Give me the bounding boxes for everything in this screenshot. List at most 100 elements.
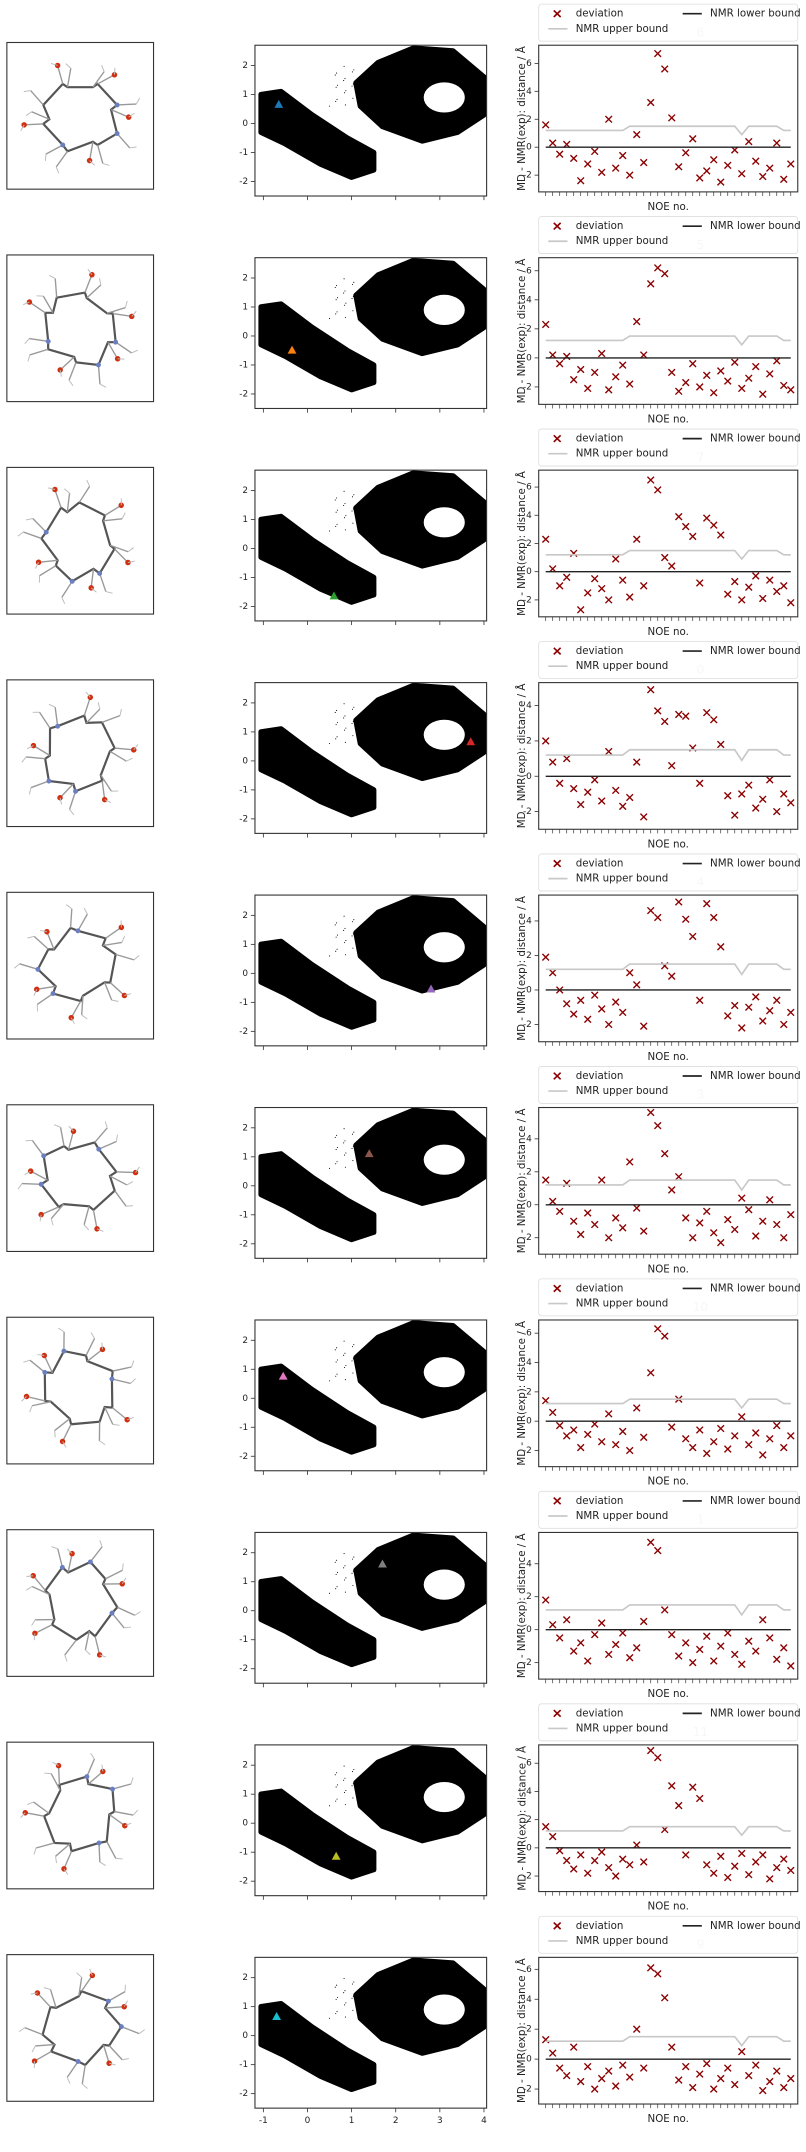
deviation-marker [688, 532, 697, 541]
hydrogen-bond [81, 2083, 88, 2089]
molecule-bond [115, 341, 132, 354]
deviation-marker [667, 368, 676, 377]
deviation-marker [555, 359, 564, 368]
sparse-point [336, 736, 338, 738]
density-cloud [258, 1576, 377, 1668]
density-cloud [353, 1320, 487, 1419]
molecule-frame [6, 1954, 155, 2102]
sparse-point [334, 499, 336, 501]
x-axis-label: NOE no. [648, 1263, 689, 1275]
sparse-point [343, 1765, 345, 1767]
hydrogen-bond [99, 1654, 107, 1658]
hydrogen-bond [104, 799, 112, 803]
deviation-marker [632, 2025, 641, 2033]
molecule-bond [31, 1585, 50, 1596]
y-axis-label: MD - NMR(exp): distance / Å [515, 1958, 528, 2103]
sparse-point [367, 282, 369, 284]
sparse-point [385, 704, 387, 706]
deviation-marker [548, 1197, 557, 1206]
molecule-backbone [40, 501, 116, 583]
legend-box [538, 1490, 799, 1529]
deviation-marker [548, 351, 557, 359]
sparse-point [360, 1351, 362, 1353]
molecule-bond [24, 2026, 43, 2036]
sparse-point [377, 1773, 379, 1775]
sparse-point [360, 926, 362, 928]
molecule-bond [63, 1331, 65, 1352]
sparse-point [344, 1352, 346, 1354]
deviation-marker [723, 161, 732, 170]
axes-frame [254, 1106, 488, 1259]
deviation-marker [562, 573, 571, 582]
sparse-point [343, 278, 345, 280]
molecule-bond [34, 2050, 52, 2062]
density-cloud [258, 301, 377, 393]
bound-line [545, 125, 791, 136]
sparse-point [359, 303, 361, 305]
sparse-point [385, 291, 388, 293]
sparse-point [336, 98, 338, 101]
axes-frame [538, 1744, 799, 1893]
molecule-bond [68, 791, 77, 810]
deviation-marker [772, 996, 781, 1005]
sparse-point [359, 940, 361, 943]
sparse-point [345, 1577, 347, 1579]
sparse-point [375, 939, 377, 941]
deviation-marker [702, 514, 711, 522]
y-tick-label: 1 [242, 1365, 248, 1375]
molecule-bond [85, 708, 101, 724]
deviation-marker [744, 1205, 753, 1214]
bound-line [545, 1179, 791, 1192]
deviation-marker [786, 2074, 795, 2083]
sparse-point [343, 717, 345, 719]
hydrogen-bond [133, 744, 139, 751]
molecule-bond [111, 1612, 125, 1629]
deviation-marker [758, 1851, 767, 1859]
sparse-point [353, 494, 355, 496]
legend-marker [553, 434, 562, 443]
deviation-marker [555, 2064, 564, 2072]
sparse-point [377, 725, 379, 727]
deviation-marker [541, 1176, 550, 1184]
y-tick-label: 4 [526, 295, 532, 305]
x-axis-label: NOE no. [648, 1051, 689, 1063]
sparse-point [334, 74, 336, 76]
deviation-marker [618, 1427, 627, 1436]
deviation-marker [702, 1207, 711, 1216]
deviation-marker [702, 708, 711, 717]
deviation-marker [660, 269, 669, 278]
molecule-bond [35, 2043, 55, 2047]
deviation-marker [695, 996, 704, 1005]
molecule-bond [92, 1209, 98, 1229]
y-tick-label: 0 [526, 143, 532, 153]
hydrogen-bond [37, 1354, 45, 1356]
sparse-point [344, 529, 346, 531]
deviation-marker [555, 1634, 564, 1642]
nitrogen-atom [45, 338, 51, 344]
deviation-marker [583, 788, 592, 796]
sparse-point [359, 515, 361, 518]
hydrogen-bond [22, 301, 30, 306]
sparse-point [369, 519, 371, 521]
sparse-point [360, 1378, 362, 1380]
molecule-bond [114, 548, 129, 564]
sparse-point [385, 730, 387, 732]
deviation-marker [604, 1020, 613, 1029]
sparse-point [369, 1980, 371, 1982]
sparse-point [376, 75, 378, 77]
oxygen-atom [31, 2058, 38, 2064]
y-tick-label: 0 [242, 756, 248, 766]
deviation-marker [632, 317, 641, 326]
molecule-bond [33, 1801, 50, 1814]
molecule-bond [87, 1770, 104, 1785]
y-tick-label: 0 [526, 1843, 532, 1853]
sparse-point [385, 93, 387, 95]
hydrogen-bond [48, 487, 56, 490]
sparse-point [360, 1802, 362, 1805]
molecule-bond [30, 1170, 48, 1181]
deviation-marker [569, 1426, 578, 1434]
deviation-marker [639, 1858, 648, 1866]
bound-line [545, 2035, 791, 2047]
sparse-point [376, 288, 378, 290]
sparse-point [343, 2004, 346, 2006]
